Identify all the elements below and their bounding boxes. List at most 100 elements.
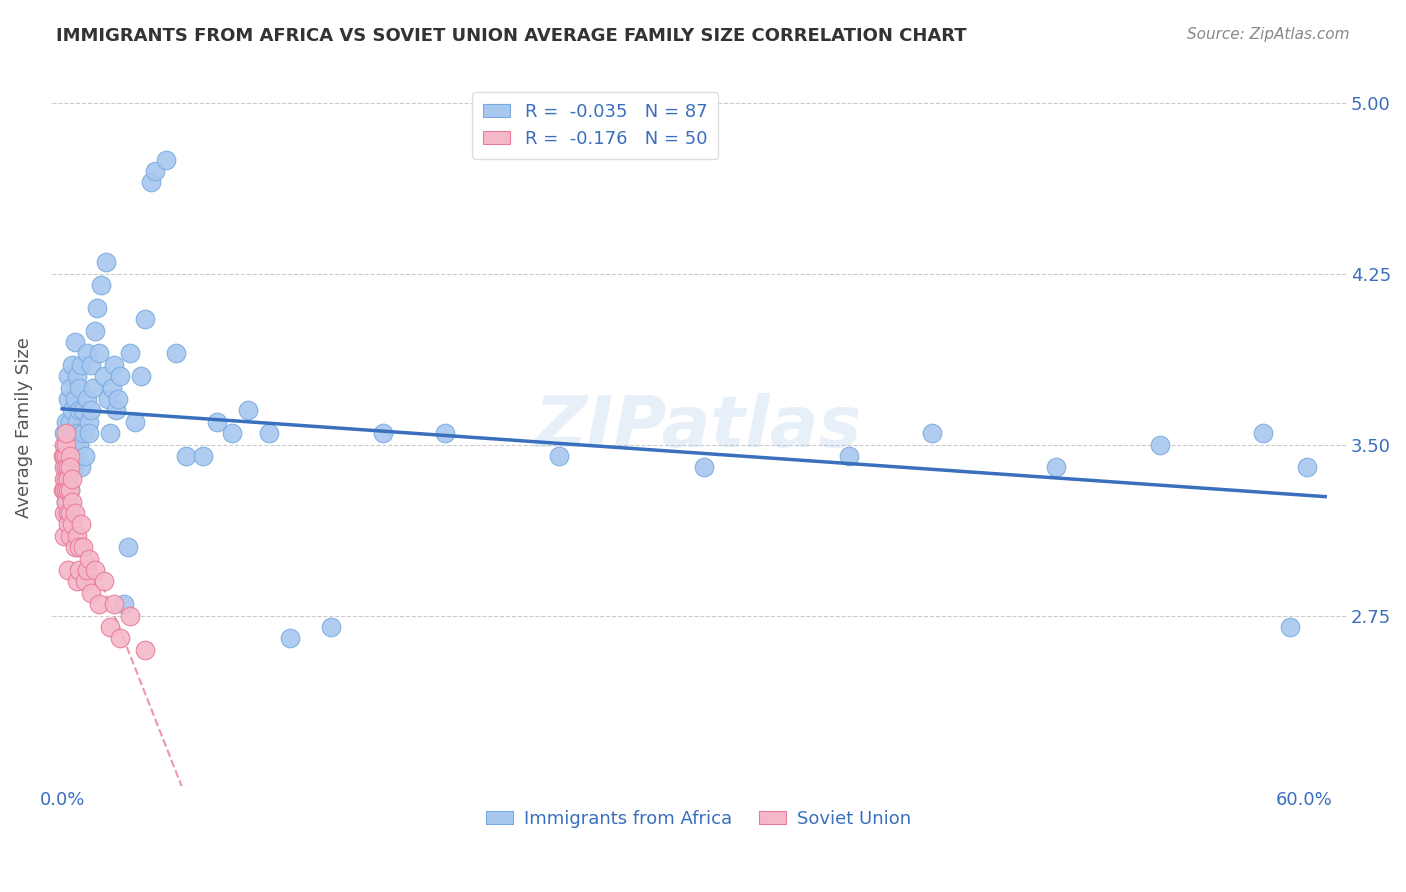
Point	[77, 426, 100, 441]
Point	[55, 437, 77, 451]
Point	[134, 312, 156, 326]
Point	[86, 301, 108, 315]
Point	[1295, 460, 1317, 475]
Point	[84, 563, 107, 577]
Point	[53, 529, 76, 543]
Text: IMMIGRANTS FROM AFRICA VS SOVIET UNION AVERAGE FAMILY SIZE CORRELATION CHART: IMMIGRANTS FROM AFRICA VS SOVIET UNION A…	[56, 27, 967, 45]
Point	[76, 346, 98, 360]
Point	[52, 449, 75, 463]
Point	[65, 574, 87, 589]
Point	[55, 426, 77, 441]
Y-axis label: Average Family Size: Average Family Size	[15, 337, 32, 518]
Point	[103, 597, 125, 611]
Point	[278, 632, 301, 646]
Point	[58, 517, 80, 532]
Point	[120, 346, 142, 360]
Point	[59, 483, 82, 498]
Point	[62, 494, 84, 508]
Point	[238, 403, 260, 417]
Point	[63, 540, 86, 554]
Point	[58, 426, 80, 441]
Point	[58, 563, 80, 577]
Point	[58, 506, 80, 520]
Point	[76, 563, 98, 577]
Point	[55, 460, 77, 475]
Point	[1278, 620, 1301, 634]
Point	[73, 574, 96, 589]
Point	[73, 449, 96, 463]
Legend: Immigrants from Africa, Soviet Union: Immigrants from Africa, Soviet Union	[479, 803, 918, 835]
Point	[84, 324, 107, 338]
Point	[67, 540, 90, 554]
Point	[53, 483, 76, 498]
Point	[59, 529, 82, 543]
Point	[53, 472, 76, 486]
Point	[53, 437, 76, 451]
Point	[191, 449, 214, 463]
Point	[62, 472, 84, 486]
Point	[58, 392, 80, 406]
Point	[55, 483, 77, 498]
Point	[69, 460, 91, 475]
Point	[90, 278, 112, 293]
Point	[67, 403, 90, 417]
Point	[62, 358, 84, 372]
Point	[112, 597, 135, 611]
Point	[98, 620, 121, 634]
Point	[58, 449, 80, 463]
Point	[93, 369, 115, 384]
Point	[693, 460, 716, 475]
Point	[103, 358, 125, 372]
Point	[77, 415, 100, 429]
Point	[58, 472, 80, 486]
Point	[67, 563, 90, 577]
Point	[80, 358, 103, 372]
Point	[98, 426, 121, 441]
Point	[72, 540, 94, 554]
Text: ZIPatlas: ZIPatlas	[536, 393, 862, 462]
Point	[176, 449, 198, 463]
Point	[65, 426, 87, 441]
Point	[89, 597, 111, 611]
Point	[58, 472, 80, 486]
Point	[69, 517, 91, 532]
Point	[67, 381, 90, 395]
Point	[143, 164, 166, 178]
Point	[80, 403, 103, 417]
Point	[59, 381, 82, 395]
Point	[63, 506, 86, 520]
Point	[72, 426, 94, 441]
Point	[65, 369, 87, 384]
Point	[63, 437, 86, 451]
Point	[55, 494, 77, 508]
Point	[107, 392, 129, 406]
Point	[257, 426, 280, 441]
Point	[53, 449, 76, 463]
Point	[165, 346, 187, 360]
Point	[59, 415, 82, 429]
Point	[82, 381, 104, 395]
Point	[101, 381, 124, 395]
Point	[65, 415, 87, 429]
Point	[62, 426, 84, 441]
Point	[53, 426, 76, 441]
Point	[53, 460, 76, 475]
Point	[59, 460, 82, 475]
Point	[97, 392, 120, 406]
Point	[155, 153, 177, 167]
Point	[94, 255, 117, 269]
Point	[80, 586, 103, 600]
Point	[1251, 426, 1274, 441]
Point	[117, 540, 139, 554]
Point	[321, 620, 343, 634]
Point	[55, 437, 77, 451]
Point	[63, 392, 86, 406]
Point	[921, 426, 943, 441]
Point	[58, 369, 80, 384]
Point	[134, 642, 156, 657]
Point	[77, 551, 100, 566]
Point	[58, 494, 80, 508]
Point	[55, 460, 77, 475]
Point	[139, 176, 162, 190]
Point	[65, 449, 87, 463]
